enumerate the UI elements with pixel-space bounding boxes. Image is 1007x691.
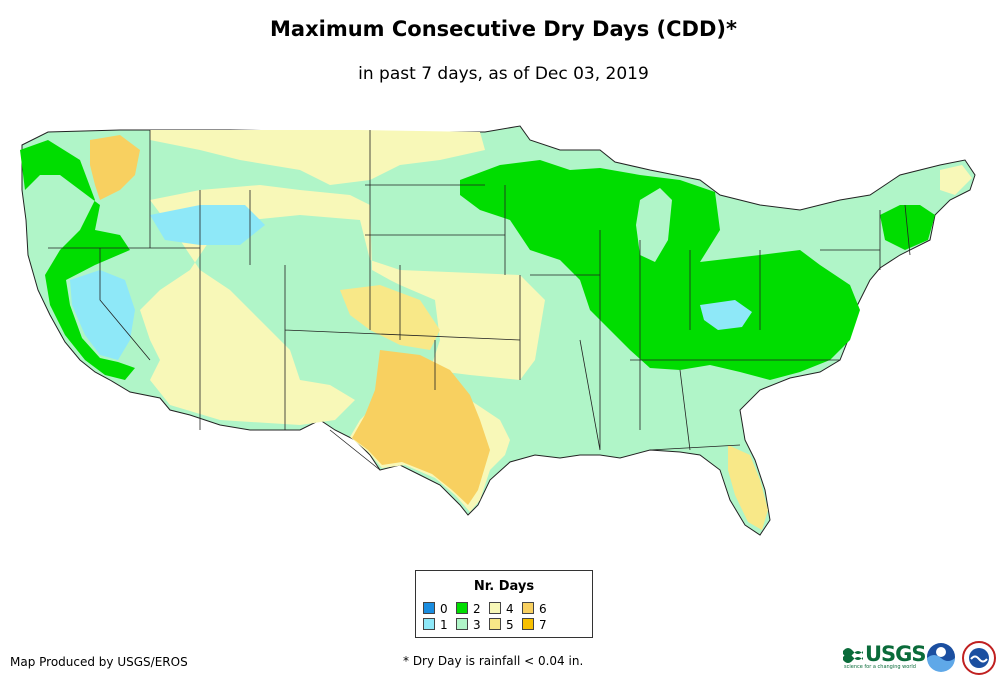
legend-swatch <box>522 602 534 614</box>
zone-6day-florida <box>728 445 768 530</box>
map-credit: Map Produced by USGS/EROS <box>10 655 188 669</box>
legend-label: 6 <box>539 602 547 616</box>
legend-swatch <box>423 602 435 614</box>
legend-title: Nr. Days <box>473 579 535 594</box>
legend-swatch <box>456 602 468 614</box>
zone-5day-kansas <box>340 285 440 350</box>
zone-4day-west <box>140 185 545 425</box>
legend-swatch <box>423 618 435 630</box>
zone-1day-northwest <box>150 205 265 245</box>
zone-1day-ohio-valley-2 <box>700 300 752 330</box>
legend-label: 1 <box>440 618 448 632</box>
legend-label: 0 <box>440 602 448 616</box>
state-borders <box>48 130 911 471</box>
noaa-logo-icon <box>927 643 955 672</box>
usgs-logo: USGS science for a changing world <box>843 642 927 670</box>
legend-label: 5 <box>506 618 514 632</box>
legend-label: 3 <box>473 618 481 632</box>
legend-swatch <box>522 618 534 630</box>
legend-item-5: 5 <box>489 618 514 632</box>
legend-item-7: 7 <box>522 618 547 632</box>
legend-swatch <box>489 618 501 630</box>
map-legend: Nr. Days 0 1 2 3 4 5 6 7 <box>415 570 593 638</box>
zone-3day-lakemichigan <box>636 188 672 262</box>
usgs-tagline: science for a changing world <box>844 664 916 670</box>
zone-4day-plains <box>150 130 485 185</box>
legend-item-3: 3 <box>456 618 481 632</box>
zone-6day-texas <box>352 350 490 505</box>
legend-item-1: 1 <box>423 618 448 632</box>
legend-item-6: 6 <box>522 602 547 616</box>
legend-item-2: 2 <box>456 602 481 616</box>
legend-label: 7 <box>539 618 547 632</box>
map-title: Maximum Consecutive Dry Days (CDD)* <box>270 17 737 41</box>
zone-4day-northeast <box>940 165 972 195</box>
usgs-logo-text: USGS <box>865 642 927 666</box>
legend-item-4: 4 <box>489 602 514 616</box>
legend-item-0: 0 <box>423 602 448 616</box>
legend-swatch <box>456 618 468 630</box>
usgs-wave-icon <box>843 648 863 663</box>
legend-label: 2 <box>473 602 481 616</box>
zone-2day-pacific <box>20 140 135 380</box>
nws-logo-icon <box>962 641 996 675</box>
legend-label: 4 <box>506 602 514 616</box>
zone-6day-idaho <box>90 135 140 200</box>
dry-day-footnote: * Dry Day is rainfall < 0.04 in. <box>403 654 584 668</box>
zone-1day-california <box>70 270 135 360</box>
map-subtitle: in past 7 days, as of Dec 03, 2019 <box>358 64 649 84</box>
legend-swatch <box>489 602 501 614</box>
